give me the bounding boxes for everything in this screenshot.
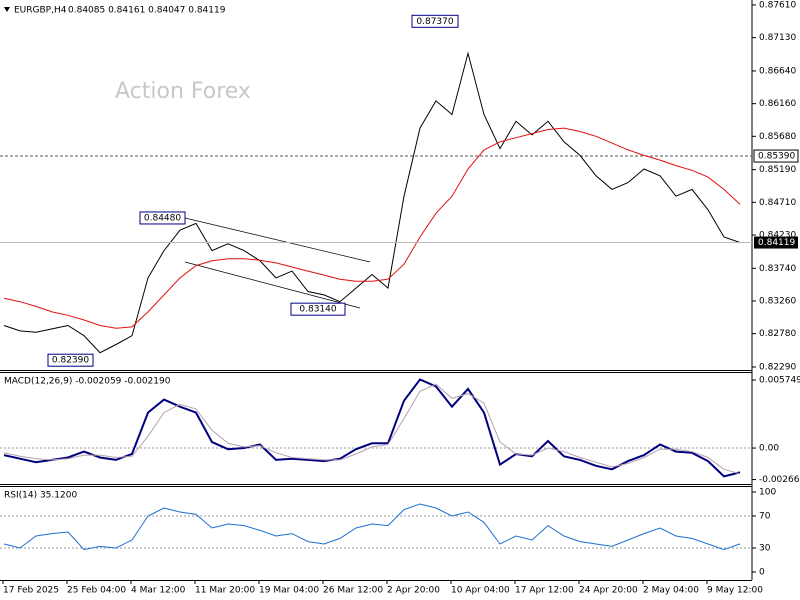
y-tick-label: 0.86640 [759,66,796,76]
y-tick-label: 0.84230 [759,230,796,240]
symbol: EURGBP,H4 [14,6,67,16]
y-tick-label: 0.85190 [759,165,796,175]
y-tick-label: 0.005749 [759,376,800,386]
time-label: 25 Feb 04:00 [67,586,126,596]
annotation-box [47,353,94,367]
annotation-box [290,302,346,316]
annotation-label: 0.84480 [144,213,181,223]
time-label: 10 Apr 04:00 [451,586,510,596]
level-box [753,149,799,163]
y-tick-label: 0.82780 [759,329,796,339]
menu-arrow[interactable] [4,7,10,12]
price-label: 0.84119 [758,238,795,248]
watermark: Action Forex [115,79,251,104]
series-line [3,383,741,475]
time-label: 2 Apr 20:00 [387,586,440,596]
annotation-box [411,14,459,28]
y-tick-label: 0.87610 [759,0,796,10]
indicator-title: MACD(12,26,9) -0.002059 -0.002190 [4,377,171,387]
time-label: 17 Apr 12:00 [515,586,574,596]
y-tick-label: 0.84710 [759,198,796,208]
annotation-label: 0.82390 [52,356,89,366]
time-label: 11 Mar 20:00 [195,586,255,596]
time-label: 26 Mar 12:00 [323,586,383,596]
y-tick-label: 30 [759,544,771,554]
time-label: 19 Mar 04:00 [259,586,319,596]
y-tick-label: 70 [759,512,771,522]
annotation-label: 0.87370 [416,17,453,27]
y-tick-label: 0.82290 [759,363,796,373]
quote: 0.84085 0.84161 0.84047 0.84119 [68,6,226,16]
channel-line [184,217,371,263]
y-tick-label: -0.002663 [759,475,800,485]
y-tick-label: 100 [759,488,776,498]
y-tick-label: 0.87130 [759,33,796,43]
series-line [3,51,741,354]
indicator-title: RSI(14) 35.1200 [4,491,77,501]
channel-line [184,261,361,309]
time-label: 17 Feb 2025 [3,586,59,596]
y-tick-label: 0 [759,568,765,578]
series-line [3,503,741,551]
series-line [3,378,741,478]
price-box [754,236,798,249]
time-label: 4 Mar 12:00 [131,586,186,596]
level-label: 0.85390 [758,152,795,162]
time-label: 2 May 04:00 [643,586,699,596]
annotation-label: 0.83140 [299,305,336,315]
time-label: 9 May 12:00 [707,586,763,596]
y-tick-label: 0.83260 [759,296,796,306]
annotation-box [139,211,186,225]
time-label: 24 Apr 20:00 [579,586,638,596]
y-tick-label: 0.00 [759,444,779,454]
series-line [3,127,741,329]
y-tick-label: 0.86160 [759,99,796,109]
y-tick-label: 0.83740 [759,264,796,274]
y-tick-label: 0.85680 [759,132,796,142]
